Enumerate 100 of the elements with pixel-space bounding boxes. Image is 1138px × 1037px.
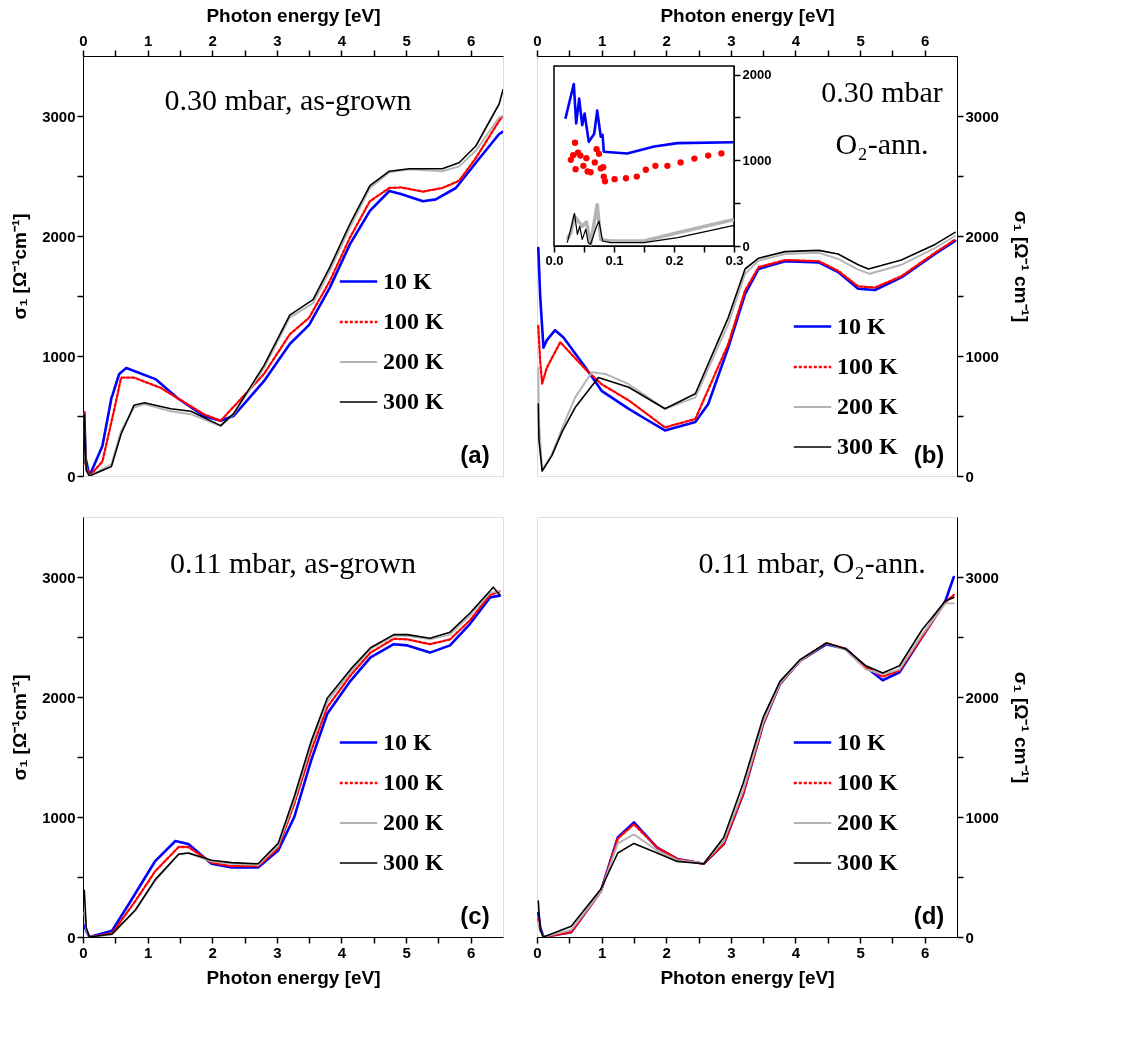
point <box>691 155 698 162</box>
legend-label: 200 K <box>383 348 444 374</box>
x-tick-label: 4 <box>337 943 347 961</box>
y-tick-label: 2000 <box>42 227 76 245</box>
x-tick-label: 2 <box>662 943 671 961</box>
x-tick-label: 0 <box>79 31 88 49</box>
y2-tick-label: 3000 <box>965 107 999 125</box>
legend-label: 100 K <box>837 353 898 379</box>
x-axis-title: Photon energy [eV] <box>660 4 835 26</box>
x-tick-label: 3 <box>727 943 736 961</box>
legend-label: 100 K <box>383 308 444 334</box>
y-tick-label: 0 <box>67 467 76 485</box>
legend-label: 300 K <box>383 849 444 875</box>
legend-label: 100 K <box>837 769 898 795</box>
legend-label: 300 K <box>383 388 444 414</box>
x-tick-label: 6 <box>467 943 476 961</box>
x-tick-label: 1 <box>143 943 153 961</box>
x-axis-title: Photon energy [eV] <box>206 966 381 988</box>
x-tick-label: 1 <box>597 31 607 49</box>
legend-label: 200 K <box>383 809 444 835</box>
point <box>580 162 587 170</box>
x-tick-label: 0.3 <box>725 252 744 268</box>
legend-label: 300 K <box>837 849 898 875</box>
point <box>705 152 712 159</box>
x-tick-label: 5 <box>856 31 865 49</box>
x-tick-label: 6 <box>467 31 476 49</box>
x-tick-label: 0 <box>533 31 542 49</box>
point <box>593 145 600 153</box>
x-tick-label: 0.1 <box>605 252 624 268</box>
legend-label: 200 K <box>837 809 898 835</box>
x-tick-label: 3 <box>727 31 736 49</box>
legend-label: 200 K <box>837 393 898 419</box>
x-axis-title: Photon energy [eV] <box>206 4 381 26</box>
y2-tick-label: 0 <box>965 467 974 485</box>
point <box>583 154 590 162</box>
x-tick-label: 6 <box>921 31 930 49</box>
x-tick-label: 2 <box>662 31 671 49</box>
y2-tick-label: 3000 <box>965 568 999 586</box>
annotation: (d) <box>913 902 945 929</box>
x-tick-label: 5 <box>856 943 865 961</box>
x-tick-label: 5 <box>402 31 411 49</box>
y2-axis-title: σ₁ [Ω⁻¹ cm⁻¹] <box>1010 671 1032 784</box>
y-tick-label: 1000 <box>42 347 76 365</box>
x-tick-label: 2 <box>208 943 217 961</box>
annotation: 0.11 mbar, as-grown <box>170 546 416 579</box>
x-axis-title: Photon energy [eV] <box>660 966 835 988</box>
y-tick-label: 0 <box>67 928 76 946</box>
x-tick-label: 1 <box>143 31 153 49</box>
x-tick-label: 0.2 <box>665 252 684 268</box>
x-tick-label: 5 <box>402 943 411 961</box>
legend-label: 300 K <box>837 433 898 459</box>
x-tick-label: 4 <box>791 31 801 49</box>
annotation: 0.30 mbar, as-grown <box>164 83 412 116</box>
y2-axis-title: σ₁ [Ω⁻¹ cm⁻¹] <box>1010 210 1032 323</box>
point <box>595 150 603 158</box>
x-tick-label: 2 <box>208 31 217 49</box>
point <box>664 162 671 170</box>
point <box>571 139 579 146</box>
y-tick-label: 3000 <box>42 107 76 125</box>
annotation: (b) <box>913 441 945 468</box>
y2-tick-label: 0 <box>965 928 974 946</box>
point <box>570 151 577 159</box>
y-tick-label: 2000 <box>42 688 76 706</box>
point <box>642 166 649 173</box>
point <box>601 178 609 185</box>
y2-tick-label: 2000 <box>742 67 772 83</box>
point <box>652 162 659 170</box>
point <box>572 166 579 173</box>
x-tick-label: 0 <box>79 943 88 961</box>
point <box>677 159 684 166</box>
point <box>622 175 630 182</box>
x-tick-label: 3 <box>273 943 282 961</box>
x-tick-label: 0 <box>533 943 542 961</box>
x-tick-label: 0.0 <box>545 252 564 268</box>
x-tick-label: 3 <box>273 31 282 49</box>
legend-label: 10 K <box>837 312 886 339</box>
legend-label: 10 K <box>837 728 886 755</box>
x-tick-label: 4 <box>337 31 347 49</box>
annotation: 0.11 mbar, O₂-ann. <box>698 546 926 579</box>
y2-tick-label: 1000 <box>742 152 772 168</box>
y-tick-label: 3000 <box>42 568 76 586</box>
annotation: 0.30 mbar O₂-ann. <box>821 75 943 160</box>
x-tick-label: 6 <box>921 943 930 961</box>
y2-tick-label: 2000 <box>965 688 999 706</box>
y-tick-label: 1000 <box>42 808 76 826</box>
legend-label: 10 K <box>383 267 432 294</box>
y2-tick-label: 2000 <box>965 227 999 245</box>
line-series <box>564 82 736 155</box>
y2-tick-label: 1000 <box>965 347 999 365</box>
legend-label: 100 K <box>383 769 444 795</box>
annotation: (a) <box>460 441 490 468</box>
legend-label: 10 K <box>383 728 432 755</box>
annotation: (c) <box>460 902 490 929</box>
point <box>567 156 574 164</box>
point <box>591 159 598 166</box>
x-tick-label: 1 <box>597 943 607 961</box>
point <box>611 175 618 183</box>
y-axis-title: σ₁ [Ω⁻¹cm⁻¹] <box>9 213 31 320</box>
point <box>718 150 725 157</box>
x-tick-label: 4 <box>791 943 801 961</box>
